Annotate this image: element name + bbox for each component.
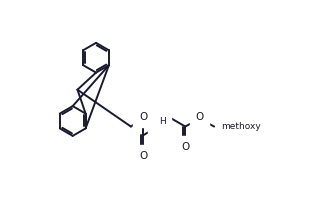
Text: O: O (181, 142, 189, 152)
Text: methoxy: methoxy (221, 122, 261, 131)
Text: O: O (139, 111, 147, 122)
Text: O: O (139, 151, 147, 161)
Text: O: O (196, 111, 204, 122)
Text: H: H (159, 117, 166, 126)
Text: N: N (154, 120, 161, 131)
